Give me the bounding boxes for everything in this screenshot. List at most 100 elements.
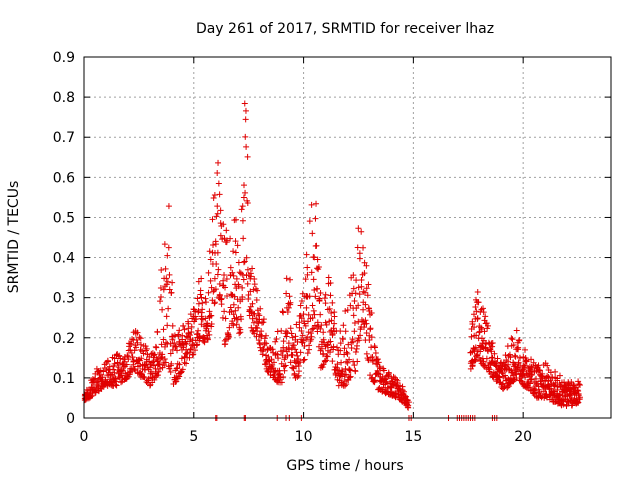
data-point: [361, 270, 368, 277]
data-point: [251, 281, 258, 288]
data-point: [155, 368, 162, 375]
data-point: [486, 368, 493, 375]
data-point: [238, 316, 245, 323]
data-point: [137, 341, 144, 348]
data-point: [158, 341, 165, 348]
data-point: [293, 321, 300, 328]
data-point: [242, 133, 249, 140]
data-point: [377, 378, 384, 385]
data-point: [133, 344, 140, 351]
data-point: [242, 107, 249, 114]
data-point: [215, 266, 222, 273]
data-point: [304, 318, 311, 325]
plot-frame: [83, 56, 612, 419]
data-point: [340, 336, 347, 343]
data-point: [275, 355, 282, 362]
data-point: [321, 295, 328, 302]
data-point: [211, 299, 218, 306]
data-point: [331, 320, 338, 327]
data-point: [353, 277, 360, 284]
data-point: [239, 217, 246, 224]
data-point: [301, 356, 308, 363]
data-point: [217, 296, 224, 303]
data-point: [342, 371, 349, 378]
data-point: [286, 293, 293, 300]
data-point: [533, 375, 540, 382]
data-point: [151, 376, 158, 383]
data-point: [535, 362, 542, 369]
data-point: [284, 329, 291, 336]
data-point: [280, 374, 287, 381]
data-point: [214, 203, 221, 210]
data-point: [124, 352, 131, 359]
data-point: [287, 325, 294, 332]
data-point: [221, 308, 228, 315]
data-point: [270, 359, 277, 366]
data-point: [250, 319, 257, 326]
data-point: [529, 371, 536, 378]
data-point: [317, 325, 324, 332]
data-point: [354, 244, 361, 251]
data-point: [256, 341, 263, 348]
data-point: [113, 382, 120, 389]
data-point: [262, 332, 269, 339]
x-tick-label: 20: [514, 429, 532, 445]
data-point: [178, 355, 185, 362]
data-point: [143, 345, 150, 352]
data-point: [331, 313, 338, 320]
data-point: [218, 301, 225, 308]
data-point: [278, 379, 285, 386]
data-point: [304, 334, 311, 341]
y-axis-label: SRMTID / TECUs: [6, 181, 22, 294]
data-point: [191, 347, 198, 354]
data-point: [356, 337, 363, 344]
data-point: [363, 285, 370, 292]
data-point: [183, 340, 190, 347]
data-point: [123, 361, 130, 368]
data-point: [471, 348, 478, 355]
data-point: [217, 232, 224, 239]
data-point: [137, 335, 144, 342]
data-point: [157, 365, 164, 372]
data-point: [249, 265, 256, 272]
data-point: [473, 332, 480, 339]
data-point: [476, 329, 483, 336]
data-point: [352, 290, 359, 297]
data-point: [238, 206, 245, 213]
data-point: [89, 392, 96, 399]
data-point: [479, 305, 486, 312]
data-point: [118, 372, 125, 379]
data-point: [369, 374, 376, 381]
data-point: [322, 300, 329, 307]
data-point: [365, 281, 372, 288]
data-point: [223, 276, 230, 283]
data-point: [292, 346, 299, 353]
data-point: [297, 302, 304, 309]
data-point: [289, 364, 296, 371]
data-point: [154, 329, 161, 336]
data-point: [405, 399, 412, 406]
data-point: [215, 180, 222, 187]
data-point: [233, 275, 240, 282]
data-point: [575, 381, 582, 388]
data-point: [327, 279, 334, 286]
data-point: [229, 269, 236, 276]
data-point: [349, 338, 356, 345]
data-point: [328, 309, 335, 316]
data-point: [351, 362, 358, 369]
data-point: [471, 324, 478, 331]
data-point: [128, 340, 135, 347]
y-tick-label: 0.7: [53, 130, 75, 146]
data-point: [195, 327, 202, 334]
data-point: [306, 218, 313, 225]
data-point: [319, 364, 326, 371]
data-point: [254, 325, 261, 332]
data-point: [212, 241, 219, 248]
data-point: [165, 244, 172, 251]
data-point: [183, 360, 190, 367]
data-point: [346, 356, 353, 363]
data-point: [513, 327, 520, 334]
data-point: [390, 373, 397, 380]
x-axis-label: GPS time / hours: [286, 458, 403, 474]
data-point: [100, 368, 107, 375]
